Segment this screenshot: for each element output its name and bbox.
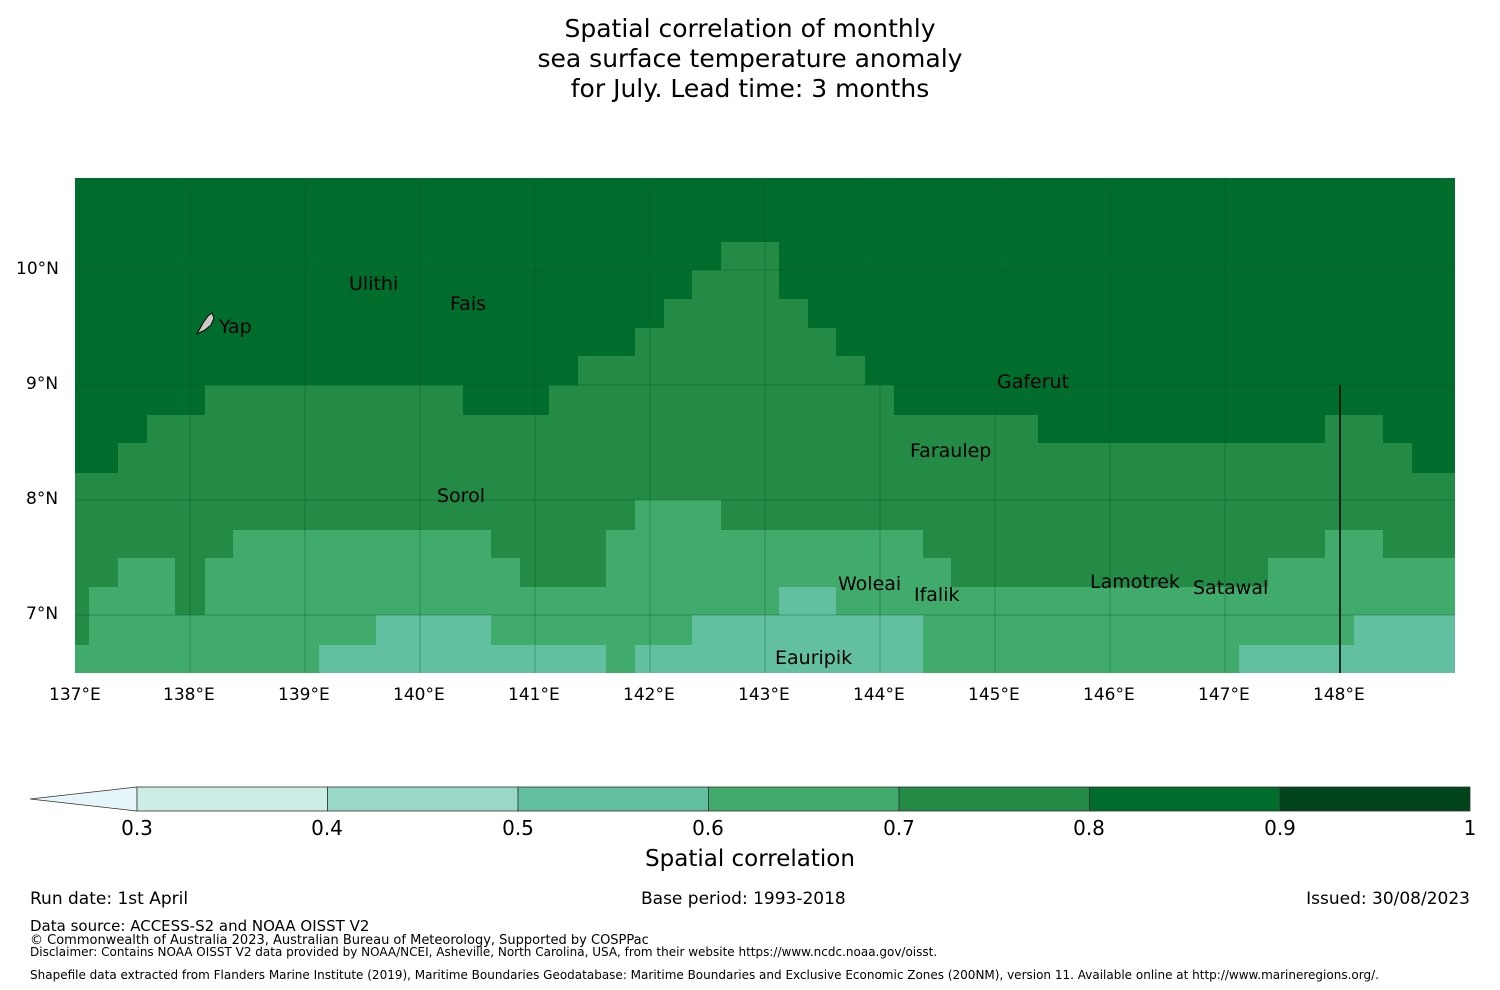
lon-tick-139E: 139°E: [278, 685, 330, 705]
lon-tick-141E: 141°E: [508, 685, 560, 705]
colorbar-label: Spatial correlation: [645, 846, 855, 872]
level-0.5-0.6-a: [319, 615, 606, 673]
shapefile-credit: Shapefile data extracted from Flanders M…: [30, 968, 1379, 982]
colorbar-tick-0.5: 0.5: [502, 816, 534, 840]
lat-tick-9N: 9°N: [26, 374, 59, 394]
disclaimer: Disclaimer: Contains NOAA OISST V2 data …: [30, 945, 938, 959]
issued-date: Issued: 30/08/2023: [1306, 889, 1470, 909]
run-date: Run date: 1st April: [30, 889, 189, 909]
lat-tick-8N: 8°N: [26, 489, 59, 509]
place-woleai: Woleai: [838, 573, 902, 595]
data-source: Data source: ACCESS-S2 and NOAA OISST V2: [30, 917, 370, 935]
lon-tick-137E: 137°E: [49, 685, 101, 705]
base-period: Base period: 1993-2018: [641, 889, 846, 909]
colorbar-tick-0.8: 0.8: [1073, 816, 1105, 840]
colorbar-tick-1: 1: [1463, 816, 1477, 840]
colorbar-tick-0.7: 0.7: [883, 816, 915, 840]
lon-tick-142E: 142°E: [623, 685, 675, 705]
title-line-1: Spatial correlation of monthly: [564, 14, 936, 43]
colorbar-seg-0.8: [1089, 786, 1281, 812]
lon-tick-140E: 140°E: [393, 685, 445, 705]
colorbar-seg-0.9: [1279, 786, 1471, 812]
colorbar: [29, 786, 1471, 812]
colorbar-seg-0.5: [517, 786, 709, 812]
colorbar-tick-0.3: 0.3: [121, 816, 153, 840]
level-0.5-0.6-b: [635, 587, 923, 673]
colorbar-seg-0.3: [136, 786, 328, 812]
colorbar-seg-0.6: [708, 786, 900, 812]
lon-tick-143E: 143°E: [738, 685, 790, 705]
colorbar-tick-0.6: 0.6: [692, 816, 724, 840]
lon-tick-147E: 147°E: [1198, 685, 1250, 705]
colorbar-seg-0.4: [327, 786, 519, 812]
colorbar-tick-0.4: 0.4: [311, 816, 343, 840]
place-faraulep: Faraulep: [910, 440, 992, 462]
yap-island-icon: [195, 312, 215, 336]
lon-tick-146E: 146°E: [1083, 685, 1135, 705]
level-0.5-0.6-c: [1239, 615, 1455, 673]
title-line-2: sea surface temperature anomaly: [537, 44, 963, 73]
place-yap: Yap: [219, 316, 252, 338]
place-ulithi: Ulithi: [349, 273, 399, 295]
place-ifalik: Ifalik: [914, 584, 960, 606]
place-fais: Fais: [450, 293, 487, 315]
colorbar-extension: [29, 786, 138, 812]
place-lamotrek: Lamotrek: [1090, 571, 1180, 593]
place-sorol: Sorol: [437, 485, 485, 507]
place-satawal: Satawal: [1193, 577, 1269, 599]
lon-tick-138E: 138°E: [163, 685, 215, 705]
lat-tick-10N: 10°N: [16, 259, 59, 279]
lon-tick-145E: 145°E: [968, 685, 1020, 705]
colorbar-tick-0.9: 0.9: [1264, 816, 1296, 840]
copyright: © Commonwealth of Australia 2023, Austra…: [30, 933, 649, 948]
place-eauripik: Eauripik: [775, 647, 853, 669]
colorbar-seg-0.7: [898, 786, 1090, 812]
title-line-3: for July. Lead time: 3 months: [570, 74, 930, 103]
graticule: [75, 178, 1455, 673]
lon-tick-144E: 144°E: [853, 685, 905, 705]
lon-tick-148E: 148°E: [1313, 685, 1365, 705]
chart-title: Spatial correlation of monthly sea surfa…: [0, 14, 1500, 104]
lat-tick-7N: 7°N: [26, 604, 59, 624]
place-gaferut: Gaferut: [997, 371, 1070, 393]
